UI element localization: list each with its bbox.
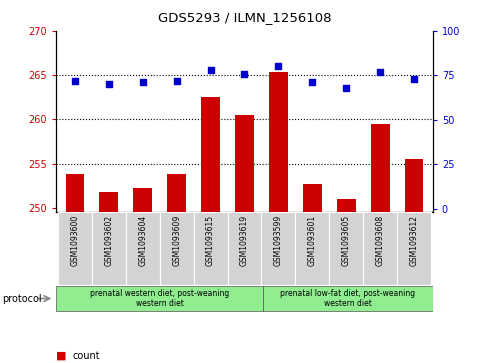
Point	[172, 78, 180, 83]
Text: GSM1093612: GSM1093612	[409, 215, 418, 265]
Text: GSM1093615: GSM1093615	[205, 215, 215, 266]
Bar	[336, 199, 355, 212]
Point	[240, 71, 248, 77]
Bar	[193, 212, 227, 285]
Point	[71, 78, 79, 83]
Bar	[328, 212, 363, 285]
Bar	[370, 124, 389, 212]
Point	[274, 64, 282, 69]
Point	[139, 79, 146, 85]
Bar	[167, 174, 185, 212]
Text: GSM1093609: GSM1093609	[172, 215, 181, 266]
Bar	[268, 73, 287, 212]
Text: count: count	[72, 351, 100, 361]
Point	[409, 76, 417, 82]
Bar	[295, 212, 328, 285]
Text: GSM1093600: GSM1093600	[70, 215, 79, 266]
Bar	[263, 286, 432, 311]
Bar	[125, 212, 160, 285]
Text: GSM1093602: GSM1093602	[104, 215, 113, 266]
Point	[206, 67, 214, 73]
Bar	[92, 212, 125, 285]
Point	[375, 69, 383, 75]
Bar	[227, 212, 261, 285]
Bar	[303, 184, 321, 212]
Bar	[99, 192, 118, 212]
Text: GSM1093599: GSM1093599	[273, 215, 283, 266]
Text: ■: ■	[56, 351, 66, 361]
Point	[342, 85, 349, 91]
Point	[308, 79, 316, 85]
Point	[105, 81, 113, 87]
Text: GDS5293 / ILMN_1256108: GDS5293 / ILMN_1256108	[158, 11, 330, 24]
Text: GSM1093601: GSM1093601	[307, 215, 316, 266]
Bar	[133, 188, 152, 212]
Text: protocol: protocol	[2, 294, 42, 303]
Bar	[396, 212, 430, 285]
Text: prenatal western diet, post-weaning
western diet: prenatal western diet, post-weaning west…	[90, 289, 229, 308]
Bar	[65, 174, 84, 212]
Bar	[363, 212, 396, 285]
Bar	[261, 212, 295, 285]
Bar	[404, 159, 423, 212]
Text: GSM1093608: GSM1093608	[375, 215, 384, 266]
Bar	[58, 212, 92, 285]
Bar	[56, 286, 263, 311]
Text: GSM1093619: GSM1093619	[240, 215, 248, 266]
Text: prenatal low-fat diet, post-weaning
western diet: prenatal low-fat diet, post-weaning west…	[280, 289, 415, 308]
Text: GSM1093604: GSM1093604	[138, 215, 147, 266]
Bar	[160, 212, 193, 285]
Text: GSM1093605: GSM1093605	[341, 215, 350, 266]
Bar	[235, 115, 253, 212]
Bar	[201, 97, 220, 212]
